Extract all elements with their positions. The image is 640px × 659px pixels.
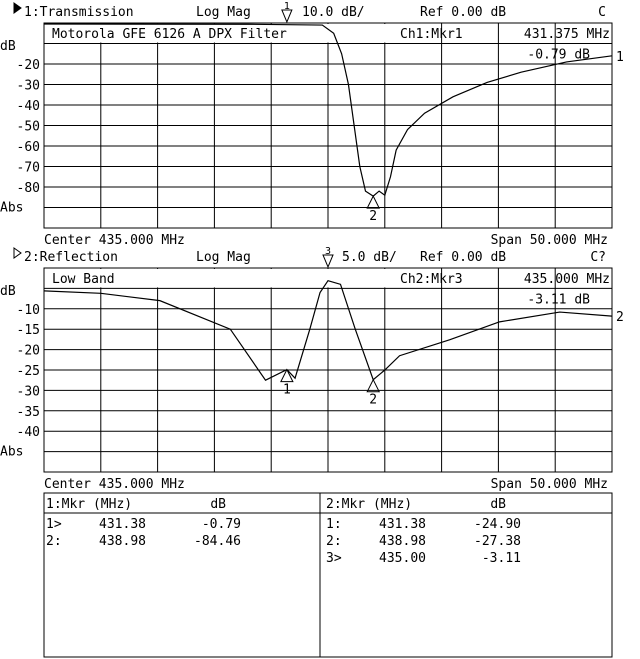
title-box: [46, 24, 396, 43]
y-tick-label: -10: [17, 303, 40, 318]
plot-2: Ref 0.00 dB 3 1 2: [13, 246, 613, 473]
active-marker-label: Ch2:Mkr3: [400, 272, 463, 287]
y-tick-label: -35: [17, 405, 40, 420]
table-header-marker: 2:Mkr (MHz): [326, 497, 412, 512]
table-header-db: dB: [210, 497, 226, 512]
y-tick-label: -25: [17, 364, 40, 379]
marker-table: [43, 492, 613, 658]
table-header-marker: 1:Mkr (MHz): [46, 497, 132, 512]
marker-frequency: 431.38: [379, 517, 426, 532]
marker-label: 2: [369, 393, 377, 408]
trace-title: Low Band: [52, 272, 115, 287]
y-tick-label: -20: [17, 344, 40, 359]
active-marker-label: Ch1:Mkr1: [400, 27, 463, 42]
y-tick-label: -15: [17, 323, 40, 338]
channel-header: 1:Transmission: [24, 5, 134, 20]
status-label: C?: [590, 250, 606, 265]
marker-db: -3.11: [482, 551, 521, 566]
channel-header: 2:Reflection: [24, 250, 118, 265]
marker-3-icon: [322, 254, 334, 269]
y-axis-label: dB: [0, 39, 16, 54]
ref-label: Ref 0.00 dB: [420, 250, 506, 265]
ref-label: Ref 0.00 dB: [420, 5, 506, 20]
marker-value-readout: -3.11 dB: [527, 292, 590, 307]
marker-frequency: 438.98: [379, 534, 426, 549]
marker-frequency: 431.38: [99, 517, 146, 532]
marker-label: 3: [325, 246, 331, 257]
trace-2: [43, 279, 613, 381]
trace-title: Motorola GFE 6126 A DPX Filter: [52, 27, 287, 42]
y-tick-label: -70: [17, 161, 40, 176]
format-label: Log Mag: [196, 5, 251, 20]
span-label: Span 50.000 MHz: [491, 477, 608, 492]
marker-id: 3>: [326, 551, 342, 566]
scale-label: 10.0 dB/: [302, 5, 365, 20]
title-box: [46, 269, 396, 288]
marker-2-icon: [366, 195, 381, 209]
trace-end-label: 1: [616, 50, 624, 65]
span-label: Span 50.000 MHz: [491, 233, 608, 248]
marker-1-icon: [281, 9, 293, 24]
center-frequency-label: Center 435.000 MHz: [44, 233, 185, 248]
scale-label: 5.0 dB/: [342, 250, 397, 265]
y-tick-label: -60: [17, 140, 40, 155]
y-unit-label: Abs: [0, 201, 23, 216]
center-frequency-label: Center 435.000 MHz: [44, 477, 185, 492]
y-tick-label: -40: [17, 99, 40, 114]
format-label: Log Mag: [196, 250, 251, 265]
marker-id: 1:: [326, 517, 342, 532]
status-label: C: [598, 5, 606, 20]
marker-id: 1>: [46, 517, 62, 532]
marker-id: 2:: [46, 534, 62, 549]
plot-1: Ref 0.00 dB 1 2: [13, 1, 613, 229]
y-tick-label: -80: [17, 181, 40, 196]
marker-1-icon: [280, 368, 294, 383]
marker-db: -84.46: [194, 534, 241, 549]
y-tick-label: -30: [17, 384, 40, 399]
marker-label: 1: [283, 383, 291, 398]
marker-frequency-readout: 431.375 MHz: [524, 27, 610, 42]
marker-2-icon: [366, 378, 381, 393]
y-tick-label: -20: [17, 58, 40, 73]
marker-db: -27.38: [474, 534, 521, 549]
marker-db: -0.79: [202, 517, 241, 532]
marker-frequency-readout: 435.000 MHz: [524, 272, 610, 287]
y-tick-label: -40: [17, 425, 40, 440]
marker-db: -24.90: [474, 517, 521, 532]
active-channel-indicator-icon: [13, 2, 22, 14]
marker-frequency: 438.98: [99, 534, 146, 549]
marker-id: 2:: [326, 534, 342, 549]
marker-value-readout: -0.79 dB: [527, 48, 590, 63]
active-channel-indicator-icon: [13, 247, 22, 259]
table-header-db: dB: [490, 497, 506, 512]
marker-label: 1: [284, 1, 290, 12]
y-axis-label: dB: [0, 284, 16, 299]
y-tick-label: -30: [17, 79, 40, 94]
trace-end-label: 2: [616, 310, 624, 325]
trace-1: [43, 23, 613, 197]
y-unit-label: Abs: [0, 445, 23, 460]
marker-label: 2: [369, 209, 377, 224]
y-tick-label: -50: [17, 120, 40, 135]
marker-frequency: 435.00: [379, 551, 426, 566]
